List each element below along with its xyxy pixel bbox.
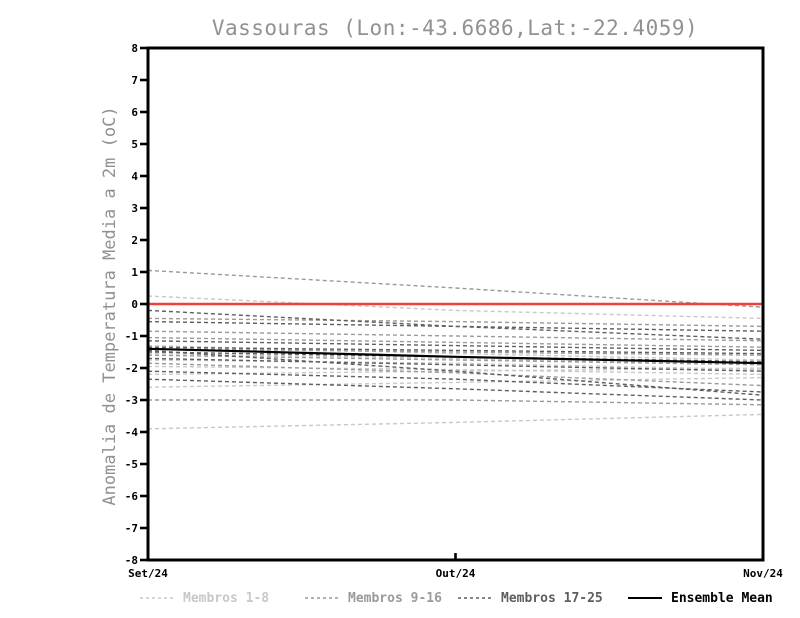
x-tick-label: Nov/24 (743, 567, 783, 580)
y-tick-label: -8 (125, 554, 138, 567)
ensemble-member-line (147, 354, 764, 366)
ensemble-member-line (147, 352, 764, 366)
y-tick-label: 1 (131, 266, 138, 279)
ensemble-member-line (148, 399, 764, 406)
ensemble-member-line (147, 320, 764, 332)
ensemble-member-line (147, 357, 764, 372)
legend-label: Ensemble Mean (671, 590, 773, 606)
y-tick-label: -2 (125, 362, 138, 375)
ensemble-member-line (147, 376, 764, 388)
ensemble-member-line (147, 340, 764, 352)
ensemble-member-line (147, 348, 764, 356)
y-tick-label: 2 (131, 234, 138, 247)
legend-label: Membros 9-16 (348, 590, 442, 606)
y-tick-label: -7 (125, 522, 138, 535)
y-tick-label: -6 (125, 490, 139, 503)
ensemble-member-line (147, 413, 764, 430)
ensemble-member-line (147, 295, 764, 320)
y-tick-label: 7 (131, 74, 138, 87)
x-tick-label: Out/24 (436, 567, 476, 580)
legend-item-membros-9-16: Membros 9-16 (305, 589, 442, 607)
dashed-line-sample (305, 597, 339, 599)
x-tick-label: Set/24 (128, 567, 168, 580)
y-tick-label: 6 (131, 106, 138, 119)
dashed-line-sample (458, 597, 492, 599)
ensemble-member-line (147, 330, 764, 342)
ensemble-member-line (147, 317, 764, 328)
ensemble-mean-line (147, 347, 764, 365)
ensemble-member-line (147, 269, 764, 308)
y-tick-label: -3 (125, 394, 138, 407)
y-tick-label: 0 (131, 298, 138, 311)
ensemble-member-line (147, 344, 764, 361)
plot-frame (146, 46, 765, 562)
y-tick-label: 8 (131, 42, 138, 55)
y-tick-label: 4 (131, 170, 138, 183)
legend-label: Membros 1-8 (183, 590, 270, 606)
ensemble-member-line (147, 346, 764, 355)
legend-label: Membros 17-25 (501, 590, 603, 606)
ensemble-member-line (147, 309, 764, 340)
chart-title: Vassouras (Lon:-43.6686,Lat:-22.4059) (211, 16, 699, 40)
ensemble-member-line (147, 359, 764, 371)
ensemble-member-line (147, 336, 764, 348)
y-tick-label: -5 (125, 458, 138, 471)
y-tick-label: 3 (131, 202, 138, 215)
ensemble-member-line (147, 365, 764, 376)
legend-item-membros-1-8: Membros 1-8 (140, 589, 269, 607)
ensemble-member-line (147, 378, 764, 401)
dashed-line-sample (140, 597, 174, 599)
legend: Membros 1-8 Membros 9-16 Membros 17-25 E… (0, 589, 800, 607)
y-tick-label: -4 (125, 426, 139, 439)
ensemble-member-line (147, 349, 764, 396)
legend-item-ensemble-mean: Ensemble Mean (628, 589, 773, 607)
ensemble-member-line (147, 362, 764, 387)
solid-line-sample (628, 597, 662, 599)
y-tick-label: 5 (131, 138, 138, 151)
y-tick-label: -1 (125, 330, 139, 343)
legend-item-membros-17-25: Membros 17-25 (458, 589, 603, 607)
